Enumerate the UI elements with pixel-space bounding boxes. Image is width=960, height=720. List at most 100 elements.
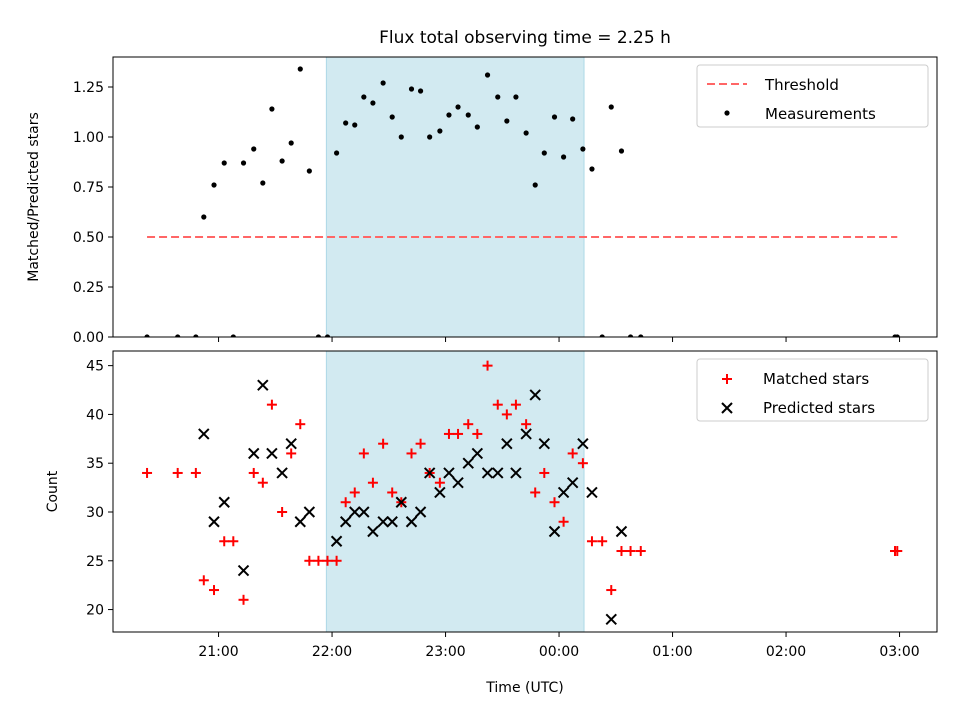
- predicted-star-point: [548, 525, 561, 538]
- predicted-star-point: [349, 506, 361, 518]
- matched-star-point: [616, 546, 627, 557]
- measurement-point: [221, 160, 227, 166]
- matched-star-point: [415, 438, 426, 449]
- y-tick-label: 20: [86, 603, 104, 619]
- y-tick-label: 0.75: [73, 180, 104, 196]
- matched-star-point: [434, 477, 445, 488]
- measurement-point: [144, 334, 150, 337]
- matched-star-point: [378, 438, 389, 449]
- x-tick-label: 21:00: [198, 644, 238, 660]
- measurement-point: [201, 214, 207, 220]
- measurement-point: [599, 334, 605, 337]
- measurement-point: [513, 94, 519, 100]
- predicted-star-point: [443, 467, 455, 479]
- measurement-point: [352, 122, 358, 128]
- measurement-point: [343, 120, 349, 126]
- predicted-star-point: [405, 516, 418, 528]
- legend-predicted-swatch: [721, 402, 733, 414]
- predicted-star-point: [520, 428, 532, 440]
- matched-star-point: [219, 536, 230, 547]
- predicted-star-point: [198, 428, 210, 440]
- predicted-star-point: [538, 437, 551, 450]
- x-tick-label: 02:00: [766, 644, 806, 660]
- matched-star-point: [286, 448, 297, 459]
- predicted-star-point: [218, 496, 230, 508]
- matched-star-point: [521, 419, 532, 430]
- y-tick-label: 0.50: [73, 230, 104, 246]
- predicted-star-point: [377, 516, 389, 528]
- measurement-point: [570, 116, 576, 122]
- matched-star-point: [238, 594, 249, 605]
- matched-star-point: [142, 467, 153, 478]
- measurement-point: [523, 130, 529, 136]
- predicted-star-point: [566, 477, 579, 489]
- matched-star-point: [635, 546, 646, 557]
- measurement-point: [532, 182, 538, 188]
- predicted-star-point: [529, 389, 541, 401]
- predicted-star-point: [208, 516, 220, 528]
- y-tick-label: 25: [86, 554, 104, 570]
- matched-star-point: [295, 419, 306, 430]
- measurement-point: [589, 166, 595, 172]
- predicted-star-point: [237, 564, 250, 577]
- matched-star-point: [501, 409, 512, 420]
- matched-star-point: [577, 458, 588, 469]
- measurement-point: [437, 128, 443, 134]
- predicted-star-point: [434, 486, 446, 499]
- predicted-star-point: [330, 535, 343, 547]
- measurement-point: [408, 86, 415, 92]
- top-legend: Threshold Measurements: [696, 64, 929, 128]
- measurement-point: [551, 114, 558, 120]
- matched-star-point: [492, 399, 503, 410]
- top-y-axis-label: Matched/Predicted stars: [26, 112, 42, 282]
- matched-star-point: [510, 399, 521, 410]
- top-axes: 0.00 0.25 0.50 0.75 1.00 1.25 Matched/Predicte…: [26, 56, 938, 346]
- matched-star-point: [313, 555, 324, 566]
- predicted-star-point: [367, 525, 379, 538]
- measurement-point: [474, 124, 480, 130]
- matched-star-point: [340, 497, 351, 508]
- matched-star-point: [586, 536, 597, 547]
- predicted-star-point: [481, 467, 494, 479]
- matched-star-point: [558, 516, 569, 527]
- matched-star-point: [443, 428, 454, 439]
- predicted-star-point: [586, 486, 598, 499]
- matched-star-point: [266, 399, 277, 410]
- predicted-star-point: [605, 613, 617, 626]
- matched-star-point: [406, 448, 417, 459]
- measurement-point: [580, 146, 586, 152]
- y-tick-label: 35: [86, 456, 104, 472]
- y-tick-label: 40: [86, 407, 104, 423]
- measurement-point: [230, 334, 236, 337]
- x-tick-label: 03:00: [879, 644, 919, 660]
- y-tick-label: 1.25: [73, 80, 104, 96]
- predicted-star-point: [303, 506, 316, 518]
- predicted-star-point: [471, 447, 484, 460]
- legend-box: [696, 64, 929, 128]
- legend-measurements-label: Measurements: [765, 105, 876, 123]
- matched-star-point: [349, 487, 360, 498]
- predicted-star-point: [294, 516, 306, 528]
- legend-box: [696, 358, 929, 422]
- matched-star-point: [892, 546, 903, 557]
- measurement-point: [484, 72, 491, 78]
- bottom-axes-frame: [112, 350, 938, 633]
- measurement-point: [260, 180, 266, 186]
- bottom-observing-window: [325, 350, 585, 633]
- matched-star-point: [277, 506, 288, 517]
- predicted-star-point: [577, 437, 589, 450]
- measurement-point: [389, 114, 395, 120]
- matched-star-point: [228, 536, 239, 547]
- measurement-point: [560, 154, 567, 160]
- predicted-star-point: [492, 467, 504, 479]
- measurement-point: [297, 66, 303, 72]
- top-axes-frame: [112, 56, 938, 338]
- matched-star-point: [453, 428, 464, 439]
- measurement-point: [306, 168, 312, 174]
- predicted-star-point: [339, 516, 352, 528]
- predicted-star-point: [257, 379, 269, 391]
- matched-star-point: [209, 585, 220, 596]
- predicted-star-point: [248, 447, 260, 460]
- measurement-point: [618, 148, 625, 154]
- predicted-star-point: [395, 496, 407, 508]
